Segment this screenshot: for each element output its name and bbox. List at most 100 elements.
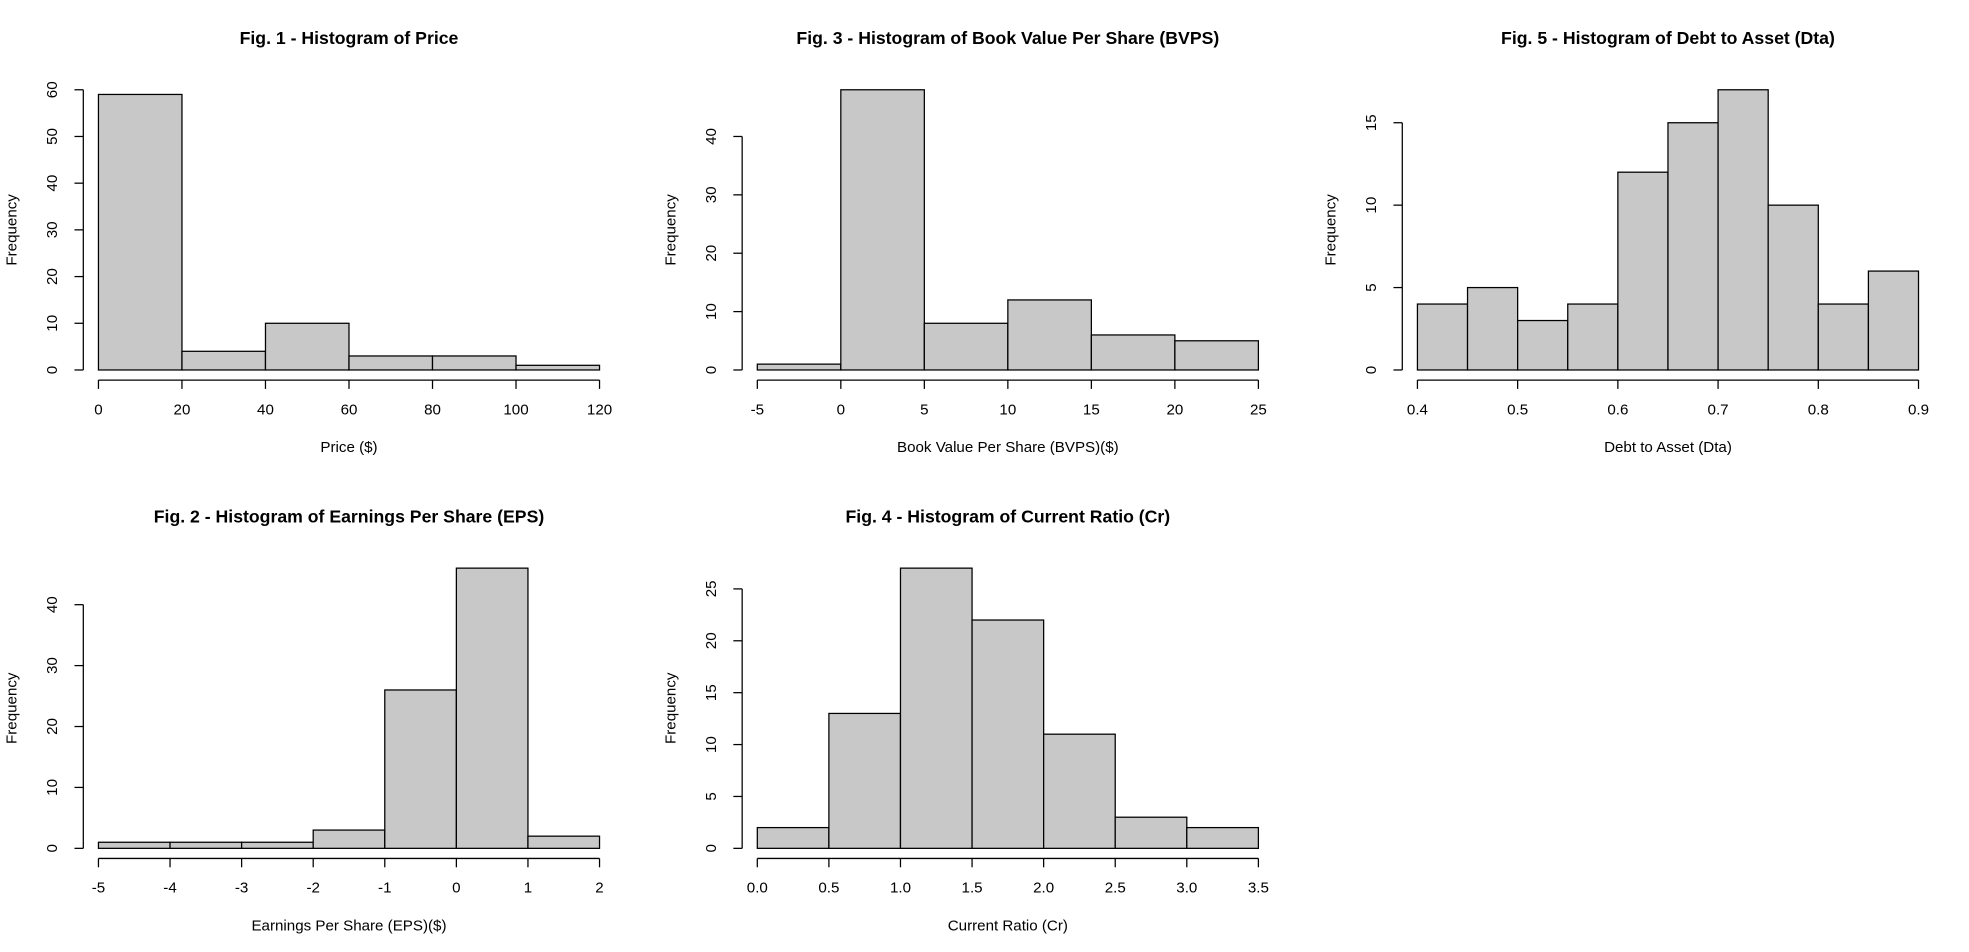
x-tick-label: -5 [92,880,105,897]
bar [1416,303,1469,371]
histogram-panel: Fig. 3 - Histogram of Book Value Per Sha… [662,28,1266,456]
y-tick-label: 40 [44,175,61,192]
bar [348,355,434,371]
x-tick-label: 5 [920,401,928,418]
x-tick-label: 0.9 [1908,401,1929,418]
y-tick-label: 20 [44,268,61,285]
bar [1186,826,1260,849]
y-tick-label: 10 [703,736,720,753]
chart-title: Fig. 1 - Histogram of Price [240,28,459,48]
chart-title: Fig. 5 - Histogram of Debt to Asset (Dta… [1501,28,1835,48]
bar [1114,816,1188,849]
bar [1090,334,1176,371]
y-axis-label: Frequency [662,672,679,744]
x-axis-label: Current Ratio (Cr) [948,918,1068,935]
x-tick-label: -5 [751,401,764,418]
x-axis-label: Book Value Per Share (BVPS)($) [897,439,1119,456]
bar [1043,733,1116,849]
bar [1007,299,1092,371]
bar [1767,204,1819,371]
y-tick-label: 0 [44,844,61,852]
bar [515,364,601,371]
x-tick-label: 0.8 [1808,401,1829,418]
y-tick-label: 40 [703,128,720,145]
histogram-panel: Fig. 4 - Histogram of Current Ratio (Cr)… [662,506,1268,934]
y-tick-label: 25 [703,580,720,597]
x-tick-label: 25 [1250,401,1267,418]
bar [971,619,1045,849]
x-tick-label: 40 [257,401,274,418]
x-tick-label: 15 [1083,401,1100,418]
y-tick-label: 20 [44,718,61,735]
y-tick-label: 30 [703,186,720,203]
histogram-panel: Fig. 2 - Histogram of Earnings Per Share… [4,506,604,934]
x-tick-label: -3 [235,880,248,897]
y-tick-label: 15 [1363,114,1380,131]
bar [1174,340,1260,371]
x-tick-label: -1 [378,880,391,897]
x-axis-label: Price ($) [320,439,377,456]
y-tick-label: 40 [44,596,61,613]
bar [756,826,830,849]
x-tick-label: 80 [424,401,441,418]
chart-title: Fig. 2 - Histogram of Earnings Per Share… [154,506,544,526]
y-tick-label: 60 [44,81,61,98]
y-axis-label: Frequency [662,194,679,266]
x-axis-label: Earnings Per Share (EPS)($) [251,918,446,935]
chart-title: Fig. 3 - Histogram of Book Value Per Sha… [796,28,1219,48]
chart-title: Fig. 4 - Histogram of Current Ratio (Cr) [846,506,1171,526]
bar [840,89,925,371]
y-tick-label: 0 [703,844,720,852]
bar [97,841,171,849]
y-tick-label: 20 [703,632,720,649]
x-tick-label: 3.5 [1248,880,1269,897]
x-tick-label: 1.0 [890,880,911,897]
bar [1867,270,1920,371]
y-tick-label: 30 [44,221,61,238]
y-tick-label: 5 [1363,283,1380,291]
x-tick-label: 3.0 [1176,880,1197,897]
x-tick-label: 0 [452,880,460,897]
x-tick-label: 10 [999,401,1016,418]
bar [181,350,267,371]
y-tick-label: 10 [703,303,720,320]
y-tick-label: 20 [703,245,720,262]
y-tick-label: 30 [44,657,61,674]
y-axis-label: Frequency [4,672,21,744]
histogram-panel: Fig. 5 - Histogram of Debt to Asset (Dta… [1323,28,1929,456]
x-tick-label: 0.5 [818,880,839,897]
y-tick-label: 50 [44,128,61,145]
y-tick-label: 10 [1363,197,1380,214]
y-tick-label: 10 [44,315,61,332]
x-tick-label: 1 [524,880,532,897]
y-tick-label: 0 [703,366,720,374]
y-axis-label: Frequency [4,194,21,266]
bar [240,841,314,849]
bar [384,689,457,849]
bar [431,355,517,371]
x-axis-label: Debt to Asset (Dta) [1604,439,1732,456]
x-tick-label: -2 [306,880,319,897]
bar [1667,122,1719,371]
x-tick-label: 0.6 [1607,401,1628,418]
x-tick-label: 2.5 [1105,880,1126,897]
x-tick-label: 0 [837,401,845,418]
x-tick-label: 100 [503,401,528,418]
y-tick-label: 15 [703,684,720,701]
bar [1817,303,1870,371]
bar [169,841,243,849]
x-tick-label: 1.5 [962,880,983,897]
x-tick-label: 2.0 [1033,880,1054,897]
x-tick-label: 60 [341,401,358,418]
bar [527,835,601,849]
x-tick-label: 2 [595,880,603,897]
y-tick-label: 5 [703,792,720,800]
x-tick-label: 0.0 [747,880,768,897]
x-tick-label: 20 [174,401,191,418]
x-tick-label: 120 [587,401,612,418]
x-tick-label: 0.7 [1708,401,1729,418]
bar [1466,286,1519,371]
bar [1617,171,1669,371]
